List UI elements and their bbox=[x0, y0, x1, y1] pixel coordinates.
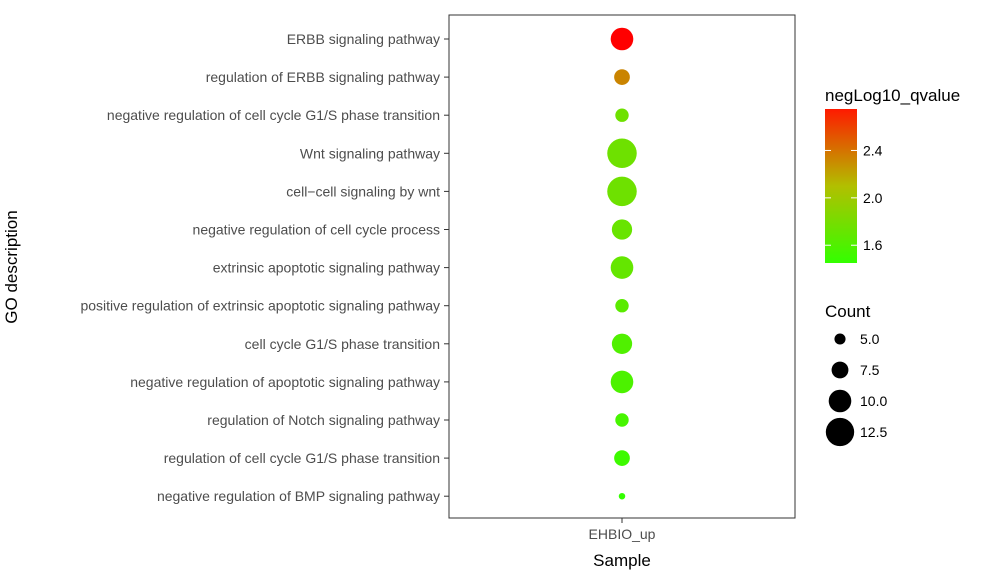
data-point bbox=[610, 27, 634, 51]
data-point bbox=[614, 450, 630, 466]
y-axis-tick-label: regulation of Notch signaling pathway bbox=[207, 412, 440, 428]
y-axis-tick-label: negative regulation of cell cycle proces… bbox=[193, 222, 440, 238]
y-axis-tick-label: ERBB signaling pathway bbox=[287, 31, 440, 47]
data-point bbox=[607, 138, 637, 169]
color-legend-tick-label: 1.6 bbox=[863, 237, 883, 253]
size-legend-label: 7.5 bbox=[860, 362, 880, 378]
data-point bbox=[615, 299, 629, 313]
data-point bbox=[618, 492, 626, 500]
size-legend-title: Count bbox=[825, 302, 871, 321]
color-legend: negLog10_qvalue 2.4 2.0 1.6 bbox=[825, 86, 960, 263]
data-point bbox=[607, 176, 637, 207]
color-legend-bar bbox=[825, 109, 857, 263]
y-axis-tick-label: positive regulation of extrinsic apoptot… bbox=[80, 298, 440, 314]
x-axis-tick-label: EHBIO_up bbox=[589, 526, 656, 542]
size-legend-label: 10.0 bbox=[860, 393, 887, 409]
data-point bbox=[610, 256, 634, 279]
size-legend-key bbox=[825, 417, 855, 447]
size-legend-label: 12.5 bbox=[860, 424, 887, 440]
color-legend-tick-label: 2.0 bbox=[863, 190, 883, 206]
y-axis-tick-label: regulation of cell cycle G1/S phase tran… bbox=[164, 450, 440, 466]
y-axis-tick-label: cell cycle G1/S phase transition bbox=[245, 336, 440, 352]
data-point bbox=[615, 108, 629, 122]
data-point bbox=[614, 69, 630, 85]
y-axis-tick-label: negative regulation of BMP signaling pat… bbox=[157, 488, 440, 504]
size-legend-label: 5.0 bbox=[860, 331, 880, 347]
data-point bbox=[611, 219, 633, 240]
y-axis: ERBB signaling pathway regulation of ERBB… bbox=[80, 31, 449, 504]
y-axis-tick-label: Wnt signaling pathway bbox=[300, 145, 440, 161]
data-point bbox=[615, 413, 629, 427]
y-axis-tick-label: negative regulation of cell cycle G1/S p… bbox=[107, 107, 440, 123]
size-legend: Count 5.0 7.5 10.0 12.5 bbox=[825, 302, 887, 447]
data-points bbox=[607, 27, 637, 500]
size-legend-key bbox=[834, 333, 846, 345]
x-axis-title: Sample bbox=[593, 551, 651, 570]
data-point bbox=[611, 333, 633, 354]
color-legend-title: negLog10_qvalue bbox=[825, 86, 960, 105]
size-legend-key bbox=[828, 389, 852, 413]
y-axis-title: GO description bbox=[2, 210, 21, 323]
size-legend-key bbox=[831, 361, 849, 379]
color-legend-tick-label: 2.4 bbox=[863, 142, 883, 158]
y-axis-tick-label: extrinsic apoptotic signaling pathway bbox=[213, 260, 440, 276]
y-axis-tick-label: cell−cell signaling by wnt bbox=[286, 183, 440, 199]
data-point bbox=[610, 370, 634, 394]
y-axis-tick-label: negative regulation of apoptotic signali… bbox=[130, 374, 440, 390]
y-axis-tick-label: regulation of ERBB signaling pathway bbox=[206, 69, 440, 85]
